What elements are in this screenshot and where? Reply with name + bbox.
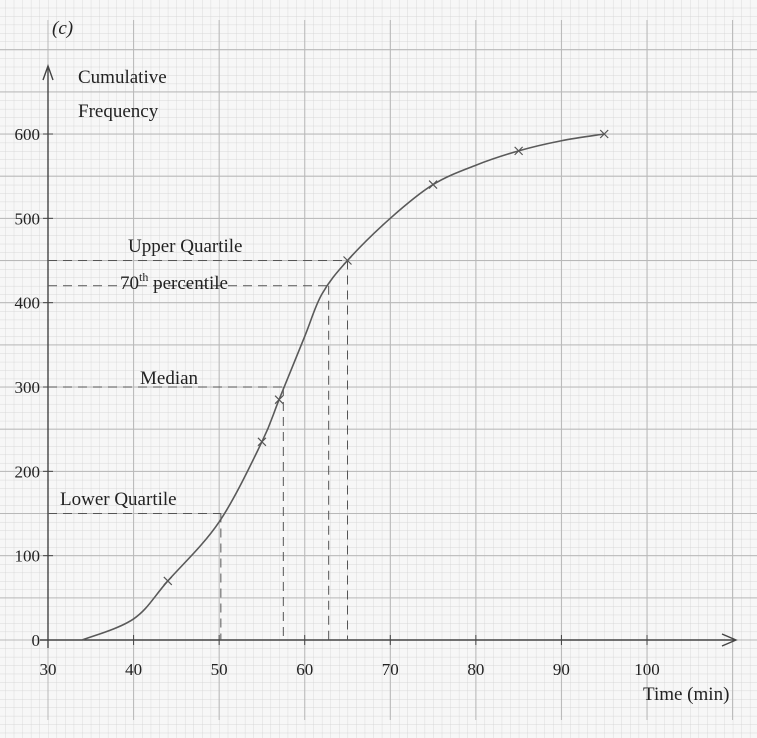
y-tick-label: 600 <box>15 125 41 144</box>
cumulative-frequency-curve <box>81 133 605 641</box>
annotation-label: Lower Quartile <box>60 489 177 510</box>
curve-layer <box>81 129 609 641</box>
annotation-label-superscript: th <box>139 270 148 284</box>
y-tick-label: 400 <box>15 294 41 313</box>
x-axis-arrow <box>721 633 738 647</box>
annotation-label-number: 70 <box>120 273 139 294</box>
y-tick-label: 100 <box>15 547 41 566</box>
data-point-cross <box>428 180 438 190</box>
data-point-cross <box>163 576 173 586</box>
y-axis-label-line2: Frequency <box>78 101 159 122</box>
figure-part-label: (c) <box>52 18 73 39</box>
annotation-label: Median <box>140 368 199 389</box>
x-tick-label: 50 <box>211 660 228 679</box>
data-point-cross <box>343 256 352 265</box>
tick-labels: 30 40 50 60 70 80 90 100 0 100 200 300 400 500 600 <box>15 125 660 679</box>
x-tick-label: 60 <box>296 660 313 679</box>
y-tick-label: 500 <box>15 209 41 228</box>
x-axis-label: Time (min) <box>643 684 729 705</box>
annotation-label: Upper Quartile <box>128 236 242 257</box>
y-tick-label: 300 <box>15 378 41 397</box>
annotation-labels: Upper Quartile 70th percentile Median Lower… <box>60 236 242 510</box>
x-tick-label: 80 <box>467 660 484 679</box>
y-axis-arrow <box>42 63 54 81</box>
y-axis-label-line1: Cumulative <box>78 67 167 88</box>
data-point-cross <box>257 437 267 447</box>
data-point-cross <box>274 395 284 405</box>
x-tick-label: 90 <box>553 660 570 679</box>
y-tick-label: 0 <box>32 631 41 650</box>
guide-lines <box>48 260 348 640</box>
data-point-cross <box>599 129 609 139</box>
x-tick-label: 40 <box>125 660 142 679</box>
x-tick-label: 70 <box>382 660 399 679</box>
annotation-label-text: percentile <box>148 273 228 294</box>
y-tick-label: 200 <box>15 462 41 481</box>
annotation-label: 70th percentile <box>120 270 228 294</box>
x-tick-label: 100 <box>634 660 660 679</box>
axes <box>40 63 738 648</box>
x-tick-label: 30 <box>40 660 57 679</box>
data-point-cross <box>514 146 524 156</box>
